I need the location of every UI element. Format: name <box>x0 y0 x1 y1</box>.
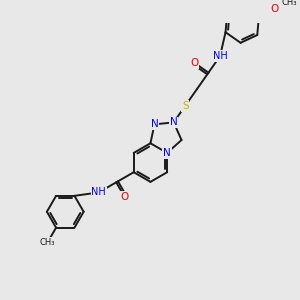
Text: S: S <box>182 101 189 111</box>
Text: CH₃: CH₃ <box>281 0 297 7</box>
Text: N: N <box>170 117 178 128</box>
Text: N: N <box>163 148 171 158</box>
Text: O: O <box>190 58 199 68</box>
Text: NH: NH <box>91 188 106 197</box>
Text: O: O <box>270 4 279 14</box>
Text: N: N <box>151 119 158 129</box>
Text: CH₃: CH₃ <box>40 238 55 247</box>
Text: NH: NH <box>213 51 227 61</box>
Text: O: O <box>121 192 129 202</box>
